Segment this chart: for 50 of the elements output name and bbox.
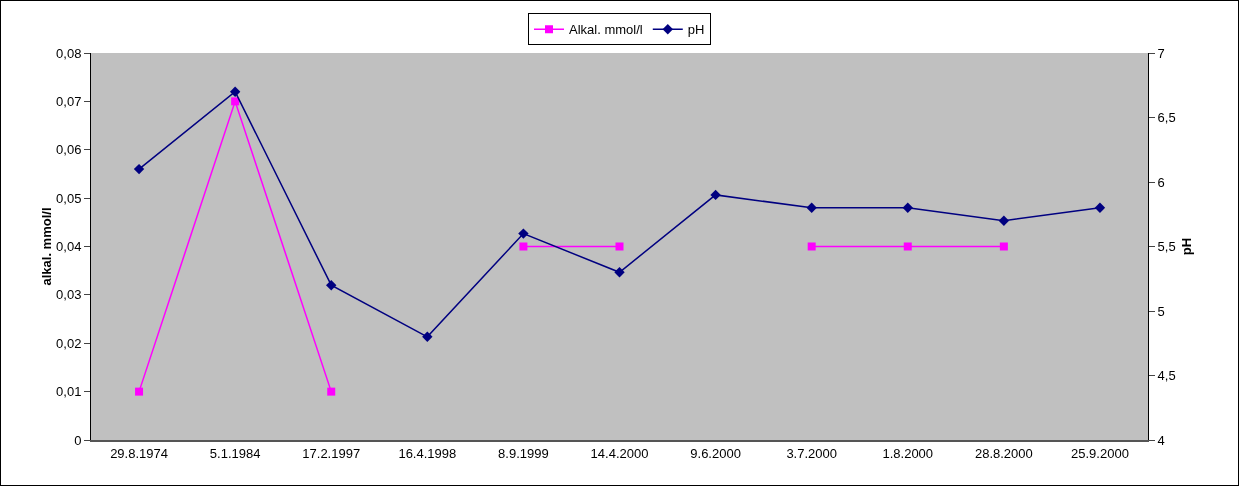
point: [326, 280, 337, 291]
point: [229, 86, 241, 97]
point: [615, 242, 624, 251]
x-tick-label: 29.8.1974: [110, 445, 168, 461]
y2-tick-label: 6,5: [1157, 110, 1176, 126]
point: [710, 189, 721, 201]
point: [807, 242, 816, 251]
point: [518, 228, 529, 239]
x-tick-label: 17.2.1997: [302, 445, 361, 461]
y-tick-label: 0,07: [56, 93, 82, 109]
point: [133, 163, 145, 175]
x-tick-label: 8.9.1999: [498, 445, 549, 461]
point: [1094, 202, 1106, 213]
point: [902, 202, 913, 213]
point: [903, 242, 912, 251]
x-tick-label: 9.6.2000: [690, 445, 741, 461]
x-tick-label: 28.8.2000: [974, 445, 1033, 461]
x-tick-label: 14.4.2000: [590, 445, 649, 461]
point: [422, 331, 433, 342]
point: [614, 267, 625, 278]
y2-tick-label: 7: [1157, 45, 1165, 61]
y2-tick-label: 4: [1157, 432, 1165, 448]
x-tick-label: 25.9.2000: [1071, 445, 1129, 461]
y2-tick-label: 4,5: [1157, 368, 1176, 384]
point: [999, 242, 1008, 251]
point: [135, 387, 144, 396]
y-tick-label: 0,01: [56, 384, 82, 400]
x-tick-label: 16.4.1998: [398, 445, 457, 461]
y-tick-label: 0,03: [56, 287, 82, 303]
point: [806, 202, 817, 213]
y2-tick-label: 5,5: [1157, 239, 1176, 255]
y-axis-title: alkal. mmol/l: [39, 207, 55, 286]
y-tick-label: 0,06: [56, 142, 82, 158]
legend-label: pH: [687, 22, 705, 38]
y-tick-label: 0,08: [56, 45, 82, 61]
y2-tick-label: 5: [1157, 303, 1165, 319]
y-tick-label: 0,05: [56, 190, 82, 206]
point: [998, 215, 1010, 226]
x-tick-label: 1.8.2000: [882, 445, 934, 461]
point: [519, 242, 528, 251]
x-tick-label: 3.7.2000: [786, 445, 837, 461]
x-tick-label: 5.1.1984: [209, 445, 261, 461]
point: [327, 387, 336, 396]
y2-axis-title: pH: [1178, 237, 1194, 256]
y2-tick-label: 6: [1157, 174, 1165, 190]
legend-label: Alkal. mmol/l: [569, 22, 643, 38]
y-tick-label: 0: [74, 432, 82, 448]
y-tick-label: 0,02: [56, 335, 82, 351]
y-tick-label: 0,04: [56, 239, 82, 255]
point: [231, 97, 240, 106]
